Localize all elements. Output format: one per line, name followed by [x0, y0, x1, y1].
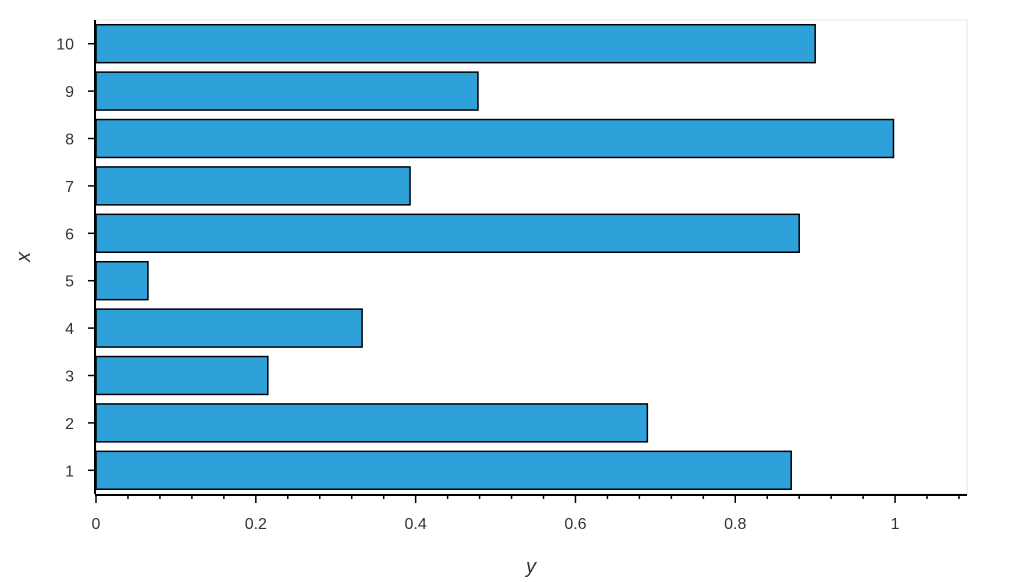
bar-5 — [95, 260, 149, 301]
x-tick-label: 0 — [92, 516, 101, 533]
bar-9 — [95, 71, 479, 111]
y-tick-label-10: 10 — [56, 37, 74, 54]
y-axis-title: x — [13, 251, 35, 263]
bar-4 — [95, 308, 363, 348]
y-tick-label-3: 3 — [65, 369, 74, 386]
bar-7 — [95, 166, 411, 206]
y-tick-label-7: 7 — [65, 179, 74, 196]
x-axis: 0 0.2 0.4 0.6 0.8 1 — [92, 494, 967, 533]
y-tick-label-6: 6 — [65, 226, 74, 243]
y-tick-label-5: 5 — [65, 274, 74, 291]
bars — [95, 23, 895, 491]
x-tick-label: 0.2 — [245, 516, 267, 533]
bar-1 — [95, 450, 792, 491]
bar-8 — [95, 118, 895, 159]
y-tick-label-8: 8 — [65, 132, 74, 149]
x-tick-label: 0.4 — [405, 516, 427, 533]
bar-6 — [95, 213, 800, 254]
y-tick-label-4: 4 — [65, 321, 74, 338]
bar-2 — [95, 403, 649, 443]
bar-3 — [95, 355, 269, 396]
x-tick-label: 0.6 — [564, 516, 586, 533]
x-tick-label: 1 — [891, 516, 900, 533]
y-axis: 1 2 3 4 5 6 7 8 9 10 — [56, 20, 96, 494]
y-tick-label-9: 9 — [65, 84, 74, 101]
x-tick-label: 0.8 — [724, 516, 746, 533]
y-tick-label-2: 2 — [65, 416, 74, 433]
x-axis-title: y — [524, 556, 537, 578]
y-tick-label-1: 1 — [65, 463, 74, 480]
bar-10 — [95, 23, 816, 64]
